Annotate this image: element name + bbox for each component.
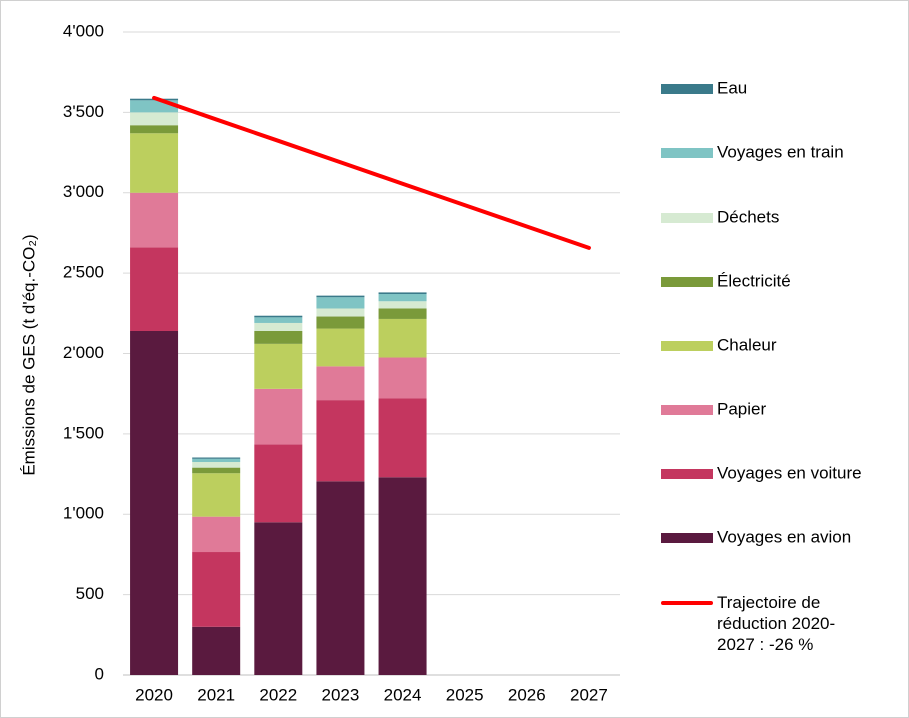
bar-segment [254,522,303,675]
bar-segment [316,328,365,367]
bar-segment [378,294,427,302]
bar-segment [192,457,241,459]
y-tick-label: 1'000 [63,504,104,523]
legend-swatch [661,469,713,479]
bar-segment [192,552,241,627]
y-axis-label: Émissions de GES (t d'éq.-CO₂) [19,234,38,475]
bar-segment [192,516,241,553]
bar-segment [254,330,303,344]
bar-segment [254,315,303,318]
bar-segment [130,192,179,248]
bar-segment [378,398,427,478]
bar-segment [192,473,241,517]
bar-segment [316,400,365,482]
x-tick-label: 2023 [322,685,360,704]
x-tick-label: 2025 [446,685,484,704]
legend-label: Voyages en voiture [717,463,862,482]
bar-segment [130,112,179,126]
bar-segment [254,343,303,389]
bar-segment [130,330,179,675]
bar-segment [378,318,427,358]
bar-segment [254,388,303,445]
bar-segment [378,292,427,295]
bar-segment [254,444,303,523]
x-tick-label: 2026 [508,685,546,704]
bar-segment [316,308,365,317]
bar-segment [378,477,427,675]
bar-segment [316,316,365,329]
bar-segment [192,462,241,468]
x-tick-label: 2020 [135,685,173,704]
legend-swatch [661,84,713,94]
y-tick-label: 0 [95,664,104,683]
x-tick-label: 2022 [259,685,297,704]
bar-segment [192,626,241,675]
x-tick-label: 2021 [197,685,235,704]
x-tick-label: 2027 [570,685,608,704]
legend-label: Voyages en avion [717,527,851,546]
y-tick-label: 2'500 [63,263,104,282]
bar-segment [378,357,427,399]
bar-segment [316,295,365,298]
bar-segment [130,133,179,193]
legend-label: Déchets [717,207,779,226]
bar-segment [316,366,365,401]
trajectory-line [152,95,591,250]
bar-segment [254,322,303,331]
y-tick-label: 4'000 [63,21,104,40]
legend-swatch [661,148,713,158]
legend-swatch [661,213,713,223]
legend-label: Papier [717,399,766,418]
legend-label: Électricité [717,271,791,290]
legend-label: Eau [717,78,747,97]
bar-segment [316,481,365,675]
bar-segment [192,467,241,474]
legend-label: Voyages en train [717,142,844,161]
y-tick-label: 3'000 [63,182,104,201]
y-tick-label: 2'000 [63,343,104,362]
y-tick-label: 1'500 [63,423,104,442]
x-tick-label: 2024 [384,685,422,704]
legend-swatch [661,277,713,287]
y-tick-label: 3'500 [63,102,104,121]
bar-segment [192,458,241,463]
y-tick-label: 500 [76,584,104,603]
legend-swatch [661,341,713,351]
legend-swatch [661,533,713,543]
legend-label: Chaleur [717,335,777,354]
bar-segment [378,301,427,309]
legend-label: Trajectoire de réduction 2020-2027 : -26… [717,593,836,654]
bar-segment [130,247,179,331]
bar-segment [254,317,303,323]
bar-segment [130,125,179,134]
bar-segment [316,297,365,309]
legend-swatch [661,405,713,415]
bar-segment [378,308,427,319]
